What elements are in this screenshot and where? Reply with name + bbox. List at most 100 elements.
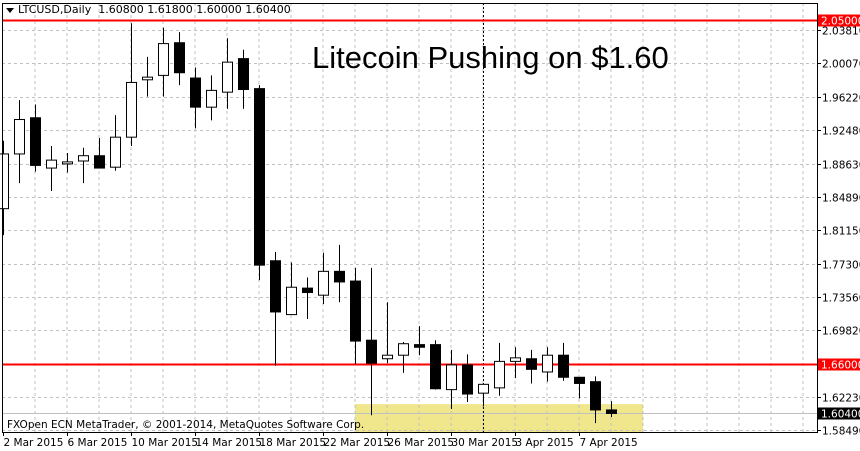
candle[interactable] <box>302 277 313 320</box>
candle-body-bear <box>366 339 377 364</box>
candle-body-bull <box>158 43 169 76</box>
candle-body-bear <box>254 88 265 266</box>
dropdown-triangle-icon[interactable] <box>6 7 14 13</box>
candle[interactable] <box>462 354 473 402</box>
candle[interactable] <box>478 383 489 407</box>
candle[interactable] <box>558 342 569 381</box>
candle-body-bull <box>14 119 25 155</box>
candle[interactable] <box>206 75 217 121</box>
x-tick-label: 30 Mar 2015 <box>452 437 519 449</box>
candle-body-bear <box>574 376 585 384</box>
candle[interactable] <box>286 262 297 316</box>
y-tick-label: 2.03810 <box>822 26 860 38</box>
copyright-text: FXOpen ECN MetaTrader, © 2001-2014, Meta… <box>7 419 365 431</box>
x-tick-label: 7 Apr 2015 <box>580 437 638 449</box>
candle[interactable] <box>446 349 457 410</box>
x-tick-label: 18 Mar 2015 <box>260 437 327 449</box>
candle[interactable] <box>494 342 505 396</box>
candle-body-bull <box>446 364 457 391</box>
candle-body-bull <box>286 286 297 316</box>
candle[interactable] <box>14 100 25 184</box>
price-level-badge <box>818 407 860 420</box>
candle[interactable] <box>606 401 617 417</box>
chart-header: LTCUSD,Daily 1.60800 1.61800 1.60000 1.6… <box>6 3 291 16</box>
candle-body-bull <box>126 81 137 138</box>
price-level-label: 2.05000 <box>821 16 860 28</box>
candle-body-bull <box>510 357 521 362</box>
chart-title: Litecoin Pushing on $1.60 <box>312 40 669 75</box>
candle-body-bull <box>0 153 9 210</box>
candle-body-bull <box>494 360 505 389</box>
price-level-label: 1.66000 <box>821 360 860 372</box>
candle[interactable] <box>430 340 441 390</box>
candle[interactable] <box>158 27 169 97</box>
candle[interactable] <box>238 49 249 109</box>
y-tick-label: 1.96220 <box>822 93 860 105</box>
candle[interactable] <box>590 376 601 424</box>
candle-body-bull <box>110 136 121 168</box>
y-tick-label: 1.69820 <box>822 326 860 338</box>
candle[interactable] <box>350 267 361 365</box>
candle[interactable] <box>542 347 553 382</box>
x-tick-label: 6 Mar 2015 <box>68 437 128 449</box>
candle[interactable] <box>510 347 521 379</box>
candle[interactable] <box>526 349 537 384</box>
candle[interactable] <box>46 146 57 192</box>
candle[interactable] <box>126 23 137 146</box>
price-level-badge <box>818 358 860 371</box>
y-tick-label: 1.88630 <box>822 160 860 172</box>
x-tick-label: 10 Mar 2015 <box>132 437 199 449</box>
candle-body-bear <box>558 354 569 378</box>
candle[interactable] <box>254 85 265 281</box>
candle-body-bear <box>462 364 473 395</box>
candle-body-bear <box>190 77 201 108</box>
candle-body-bull <box>542 354 553 373</box>
y-tick-label: 1.84890 <box>822 193 860 205</box>
candle-body-bull <box>142 76 153 81</box>
candle-body-bull <box>222 61 233 93</box>
candle[interactable] <box>78 147 89 184</box>
candle[interactable] <box>414 326 425 356</box>
candle-body-bear <box>270 260 281 313</box>
y-tick-label: 1.62230 <box>822 393 860 405</box>
chart-frame <box>2 3 818 433</box>
y-tick-label: 1.77300 <box>822 260 860 272</box>
x-tick-label: 14 Mar 2015 <box>196 437 263 449</box>
candle-body-bear <box>414 344 425 348</box>
y-tick-label: 1.92480 <box>822 126 860 138</box>
y-tick-label: 2.00070 <box>822 59 860 71</box>
candle-body-bull <box>46 159 57 169</box>
x-tick-label: 22 Mar 2015 <box>324 437 391 449</box>
candle[interactable] <box>318 252 329 305</box>
candle-body-bear <box>94 155 105 169</box>
candle-body-bull <box>382 354 393 360</box>
candle[interactable] <box>382 302 393 364</box>
candle[interactable] <box>270 251 281 366</box>
candle[interactable] <box>94 138 105 169</box>
candle-body-bear <box>430 344 441 390</box>
x-tick-label: 26 Mar 2015 <box>388 437 455 449</box>
ohlc-open: 1.60800 <box>98 3 144 16</box>
ohlc-high: 1.61800 <box>147 3 193 16</box>
candle[interactable] <box>366 267 377 416</box>
candle[interactable] <box>222 38 233 109</box>
candle-body-bear <box>350 280 361 342</box>
ohlc-low: 1.60000 <box>196 3 242 16</box>
candle-body-bear <box>174 42 185 74</box>
candle[interactable] <box>574 376 585 399</box>
candle[interactable] <box>110 115 121 171</box>
price-level-badge <box>818 14 860 27</box>
candle[interactable] <box>190 67 201 129</box>
candle[interactable] <box>62 153 73 173</box>
candle[interactable] <box>334 244 345 303</box>
candle-body-bear <box>334 270 345 283</box>
candle[interactable] <box>398 341 409 373</box>
y-tick-label: 1.81150 <box>822 226 860 238</box>
candle[interactable] <box>0 140 9 236</box>
candle-body-bear <box>606 409 617 414</box>
candle[interactable] <box>142 56 153 97</box>
candle[interactable] <box>30 104 41 172</box>
candle[interactable] <box>174 32 185 86</box>
symbol-label: LTCUSD,Daily <box>18 3 92 16</box>
